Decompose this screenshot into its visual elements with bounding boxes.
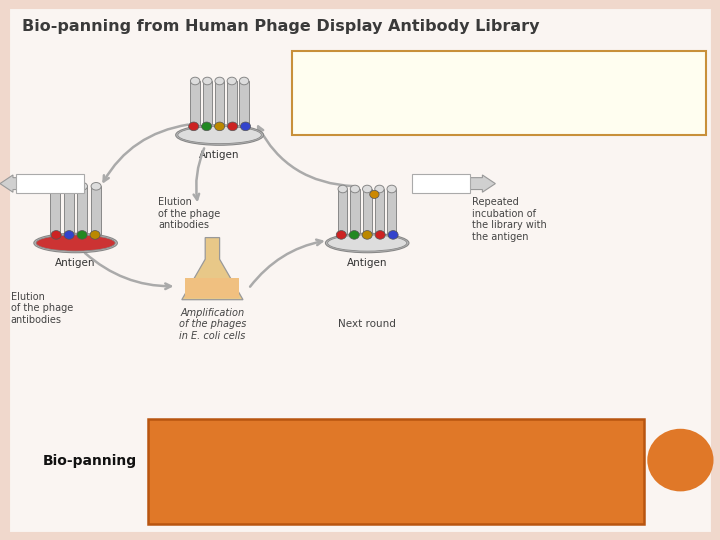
Ellipse shape	[77, 231, 87, 239]
Ellipse shape	[78, 183, 88, 190]
Ellipse shape	[176, 125, 264, 145]
FancyBboxPatch shape	[190, 81, 200, 130]
FancyBboxPatch shape	[228, 81, 236, 130]
Text: E.coli: E.coli	[229, 482, 266, 495]
Polygon shape	[186, 278, 239, 298]
Ellipse shape	[91, 235, 101, 240]
Ellipse shape	[336, 231, 346, 239]
Ellipse shape	[387, 185, 396, 193]
Ellipse shape	[362, 231, 372, 239]
Text: Antigen: Antigen	[347, 258, 387, 268]
FancyBboxPatch shape	[292, 51, 706, 135]
Text: Next round: Next round	[338, 319, 396, 329]
Text: Repeated
incubation of
the library with
the antigen: Repeated incubation of the library with …	[472, 197, 546, 242]
Ellipse shape	[350, 185, 360, 193]
Ellipse shape	[203, 127, 212, 132]
FancyBboxPatch shape	[363, 189, 372, 238]
FancyBboxPatch shape	[375, 189, 384, 238]
FancyBboxPatch shape	[16, 174, 84, 193]
Ellipse shape	[215, 127, 225, 132]
Ellipse shape	[34, 233, 117, 253]
Text: Elution
of the phage
antibodies: Elution of the phage antibodies	[158, 197, 220, 230]
Text: »: »	[162, 482, 174, 495]
Text: amber stop codon-for soluble expression of scFv.: amber stop codon-for soluble expression …	[198, 505, 505, 518]
FancyBboxPatch shape	[215, 81, 225, 130]
Ellipse shape	[189, 122, 199, 131]
Text: Wash: Wash	[35, 179, 64, 188]
Ellipse shape	[90, 231, 100, 239]
Ellipse shape	[338, 235, 348, 240]
Ellipse shape	[387, 235, 396, 240]
Ellipse shape	[374, 185, 384, 193]
Ellipse shape	[647, 429, 714, 491]
Text: Wash: Wash	[427, 179, 455, 188]
Text: E.coli: E.coli	[204, 435, 241, 448]
Ellipse shape	[240, 122, 251, 131]
Ellipse shape	[338, 185, 348, 193]
Ellipse shape	[215, 122, 225, 131]
Ellipse shape	[64, 235, 74, 240]
Ellipse shape	[328, 235, 407, 251]
Text: Incubation of the
initial library with
the antigen: Incubation of the initial library with t…	[306, 68, 397, 100]
Ellipse shape	[370, 190, 379, 198]
FancyBboxPatch shape	[148, 418, 644, 524]
Ellipse shape	[239, 77, 249, 85]
Ellipse shape	[215, 77, 225, 85]
Ellipse shape	[50, 235, 60, 240]
Text: ) - “Non-suppressor” strain- recognize: ) - “Non-suppressor” strain- recognize	[259, 482, 497, 495]
Ellipse shape	[362, 185, 372, 193]
Text: Bio-panning: Bio-panning	[43, 454, 138, 468]
Ellipse shape	[227, 127, 236, 132]
Ellipse shape	[202, 122, 212, 131]
FancyBboxPatch shape	[203, 81, 212, 130]
Text: codon (TAG) as glutamate- surface display of scFv: codon (TAG) as glutamate- surface displa…	[162, 458, 477, 471]
Ellipse shape	[325, 233, 409, 253]
Ellipse shape	[388, 231, 398, 239]
Ellipse shape	[178, 126, 261, 144]
Ellipse shape	[349, 231, 359, 239]
Ellipse shape	[190, 77, 200, 85]
Ellipse shape	[190, 127, 200, 132]
Text: library was used for selection.: library was used for selection.	[310, 99, 531, 114]
Ellipse shape	[227, 77, 236, 85]
FancyBboxPatch shape	[63, 186, 73, 238]
Text: Tomlinson’s: Tomlinson’s	[310, 68, 400, 83]
FancyBboxPatch shape	[350, 189, 360, 238]
FancyArrow shape	[468, 175, 495, 192]
FancyBboxPatch shape	[387, 189, 397, 238]
FancyBboxPatch shape	[4, 3, 716, 537]
Ellipse shape	[375, 231, 385, 239]
Ellipse shape	[203, 77, 212, 85]
Text: Bio-panning from Human Phage Display Antibody Library: Bio-panning from Human Phage Display Ant…	[22, 19, 539, 34]
FancyArrow shape	[0, 175, 18, 192]
Ellipse shape	[51, 231, 61, 239]
FancyBboxPatch shape	[50, 186, 60, 238]
Ellipse shape	[64, 231, 74, 239]
Text: ) - “Suppressor strain”- recognizes stop: ) - “Suppressor strain”- recognizes stop	[234, 435, 480, 448]
Ellipse shape	[362, 235, 372, 240]
Polygon shape	[181, 238, 243, 300]
Ellipse shape	[350, 235, 360, 240]
Text: HB2151(: HB2151(	[172, 482, 233, 495]
Ellipse shape	[239, 127, 249, 132]
Ellipse shape	[91, 183, 101, 190]
FancyBboxPatch shape	[78, 186, 88, 238]
Text: »TG1 (: »TG1 (	[162, 435, 208, 448]
Ellipse shape	[228, 122, 238, 131]
Text: human antibody: human antibody	[387, 68, 521, 83]
Ellipse shape	[374, 235, 384, 240]
FancyBboxPatch shape	[239, 81, 249, 130]
Text: Elution
of the phage
antibodies: Elution of the phage antibodies	[11, 292, 73, 325]
Ellipse shape	[78, 235, 88, 240]
Ellipse shape	[36, 235, 115, 251]
FancyBboxPatch shape	[91, 186, 101, 238]
Text: Antigen: Antigen	[55, 258, 96, 268]
FancyBboxPatch shape	[338, 189, 347, 238]
FancyBboxPatch shape	[412, 174, 470, 193]
Ellipse shape	[64, 183, 74, 190]
Ellipse shape	[50, 183, 60, 190]
Text: Antigen: Antigen	[199, 150, 240, 160]
Text: Amplification
of the phages
in E. coli cells: Amplification of the phages in E. coli c…	[179, 308, 246, 341]
